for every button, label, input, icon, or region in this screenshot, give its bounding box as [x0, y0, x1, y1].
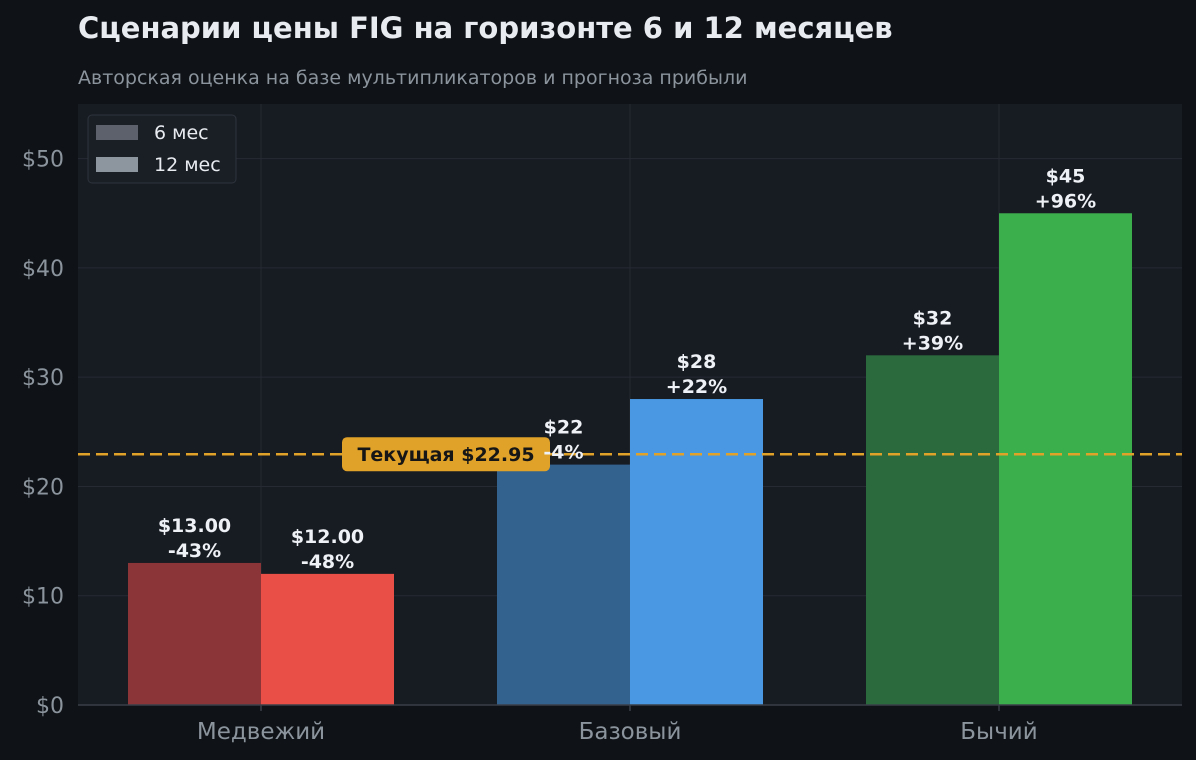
bar-change-label: -4%: [543, 442, 583, 464]
y-tick-label: $50: [22, 148, 64, 173]
legend-label: 6 мес: [154, 122, 209, 144]
bar-price-label: $22: [544, 417, 584, 439]
bar-price-label: $32: [913, 307, 953, 329]
bar-6m-0: [128, 562, 261, 705]
bar-change-label: +39%: [902, 332, 963, 354]
y-tick-label: $30: [22, 366, 64, 391]
legend-swatch: [96, 125, 138, 140]
legend-label: 12 мес: [154, 154, 221, 176]
bar-price-label: $45: [1046, 165, 1086, 187]
current-price-reference: Текущая $22.95: [78, 437, 1182, 472]
bars-group: [128, 213, 1132, 706]
chart-legend: 6 мес 12 мес: [87, 114, 237, 184]
current-price-badge: [342, 437, 550, 472]
bar-value-labels: $13.00 -43% $22 -4% $32 +39% $12.00 -48% $28 +22%…: [158, 165, 1096, 573]
bar-change-label: +22%: [666, 376, 727, 398]
bar-price-label: $13.00: [158, 515, 231, 537]
chart-subtitle: Авторская оценка на базе мультипликаторо…: [78, 67, 747, 89]
bar-12m-0: [261, 573, 394, 705]
y-axis: $0 $10 $20 $30 $40 $50: [22, 148, 64, 719]
chart-title: Сценарии цены FIG на горизонте 6 и 12 ме…: [78, 11, 893, 45]
x-tick-label: Базовый: [579, 719, 682, 745]
bar-6m-2: [866, 355, 999, 705]
bar-price-label: $28: [677, 351, 717, 373]
bar-12m-2: [999, 213, 1132, 706]
y-tick-label: $0: [36, 694, 64, 719]
bar-change-label: -43%: [168, 540, 221, 562]
bar-change-label: +96%: [1035, 190, 1096, 212]
legend-swatch: [96, 157, 138, 172]
y-tick-label: $20: [22, 475, 64, 500]
y-tick-label: $10: [22, 585, 64, 610]
x-axis: Медвежий Базовый Бычий: [78, 704, 1182, 745]
y-tick-label: $40: [22, 257, 64, 282]
x-tick-label: Медвежий: [197, 719, 325, 745]
bar-6m-1: [497, 464, 630, 705]
bar-price-label: $12.00: [291, 526, 364, 548]
x-tick-label: Бычий: [960, 719, 1037, 745]
bar-12m-1: [630, 399, 763, 705]
bar-change-label: -48%: [301, 551, 354, 573]
current-price-label: Текущая $22.95: [357, 444, 534, 466]
